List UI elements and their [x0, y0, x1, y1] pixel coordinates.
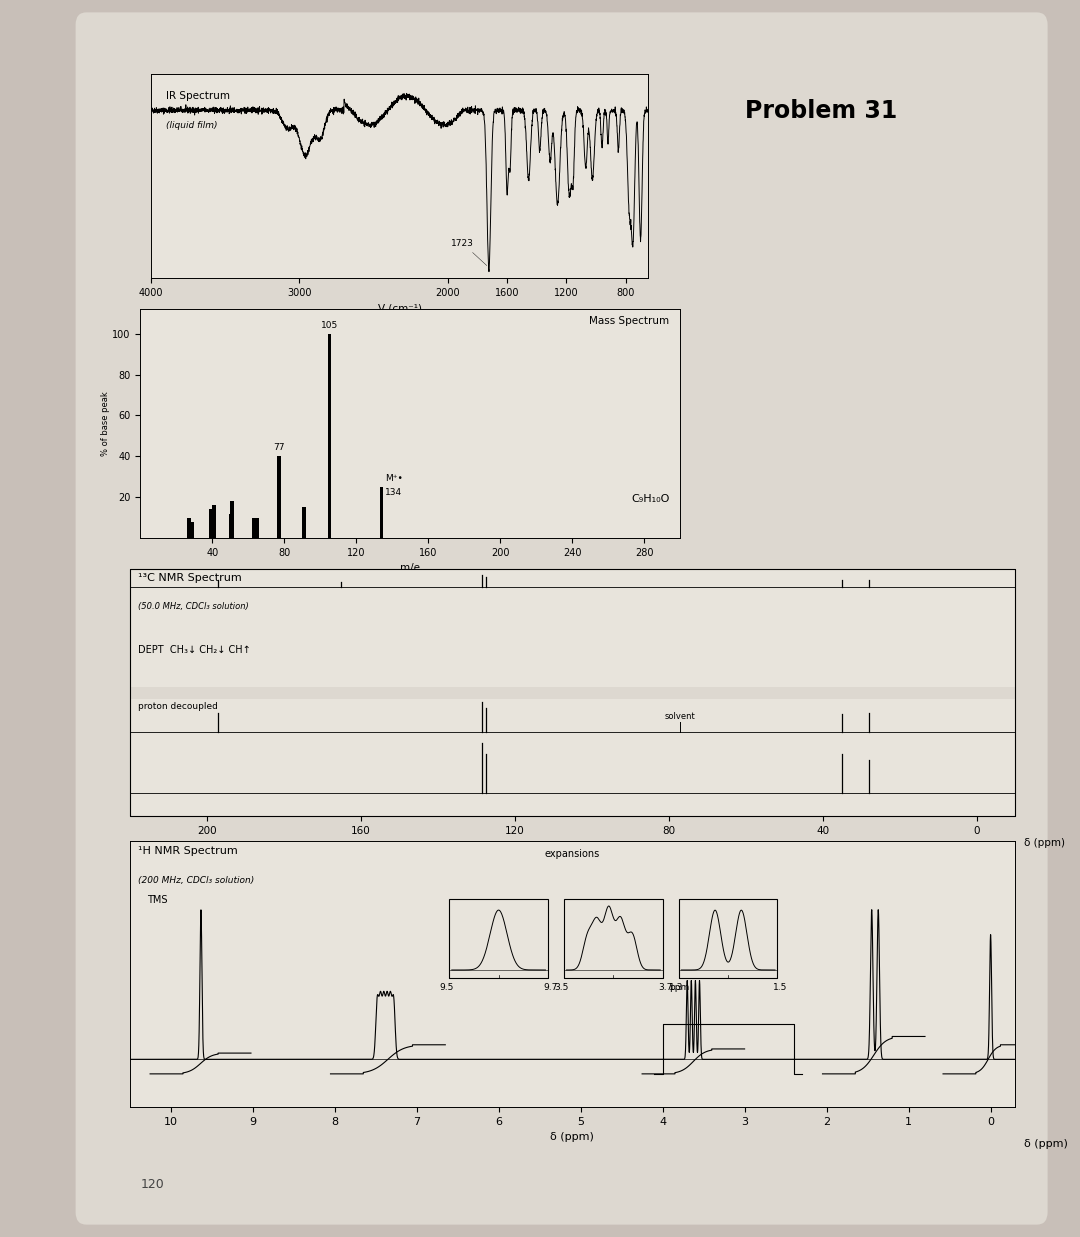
Text: TMS: TMS [147, 894, 167, 904]
Bar [380, 487, 383, 538]
Text: 9.5: 9.5 [440, 982, 454, 992]
Y-axis label: % of base peak: % of base peak [100, 391, 109, 456]
Text: 3.5: 3.5 [554, 982, 568, 992]
Text: proton decoupled: proton decoupled [138, 703, 218, 711]
Text: 1723: 1723 [451, 239, 487, 266]
X-axis label: δ (ppm): δ (ppm) [551, 1132, 594, 1143]
Text: (50.0 MHz, CDCl₃ solution): (50.0 MHz, CDCl₃ solution) [138, 602, 249, 611]
X-axis label: m/e: m/e [401, 563, 420, 574]
Bar [208, 510, 213, 538]
Text: δ (ppm): δ (ppm) [1024, 1139, 1068, 1149]
Bar [327, 334, 332, 538]
Text: Problem 31: Problem 31 [745, 99, 896, 122]
Text: solvent: solvent [665, 713, 696, 721]
Text: 120: 120 [140, 1178, 164, 1190]
Text: 3.7: 3.7 [659, 982, 673, 992]
Text: 105: 105 [321, 320, 338, 329]
Bar [449, 899, 548, 978]
Bar [230, 501, 234, 538]
Text: C₉H₁₀O: C₉H₁₀O [631, 494, 670, 503]
Text: 1.3: 1.3 [669, 982, 683, 992]
Bar [229, 513, 232, 538]
Text: expansions: expansions [544, 849, 600, 860]
Bar [679, 899, 778, 978]
Bar [252, 517, 256, 538]
Text: ¹H NMR Spectrum: ¹H NMR Spectrum [138, 846, 239, 856]
Text: δ (ppm): δ (ppm) [1024, 837, 1065, 847]
Bar [187, 517, 191, 538]
Bar [213, 506, 216, 538]
Text: M⁺•: M⁺• [386, 474, 403, 482]
Text: 77: 77 [273, 443, 285, 453]
Text: 134: 134 [386, 489, 403, 497]
Bar [278, 456, 281, 538]
Text: ¹³C NMR Spectrum: ¹³C NMR Spectrum [138, 573, 242, 583]
Text: DEPT  CH₃↓ CH₂↓ CH↑: DEPT CH₃↓ CH₂↓ CH↑ [138, 646, 252, 656]
Text: (200 MHz, CDCl₃ solution): (200 MHz, CDCl₃ solution) [138, 876, 255, 884]
Text: (liquid film): (liquid film) [166, 121, 217, 130]
Text: ppm: ppm [670, 982, 689, 992]
Text: Mass Spectrum: Mass Spectrum [590, 317, 670, 327]
Bar [302, 507, 306, 538]
Bar [256, 517, 259, 538]
Text: IR Spectrum: IR Spectrum [166, 90, 230, 100]
Text: 9.7: 9.7 [543, 982, 558, 992]
Bar [191, 522, 194, 538]
Bar [564, 899, 663, 978]
X-axis label: δ (ppm): δ (ppm) [551, 841, 594, 852]
X-axis label: V (cm⁻¹): V (cm⁻¹) [378, 303, 421, 314]
Text: 1.5: 1.5 [773, 982, 787, 992]
